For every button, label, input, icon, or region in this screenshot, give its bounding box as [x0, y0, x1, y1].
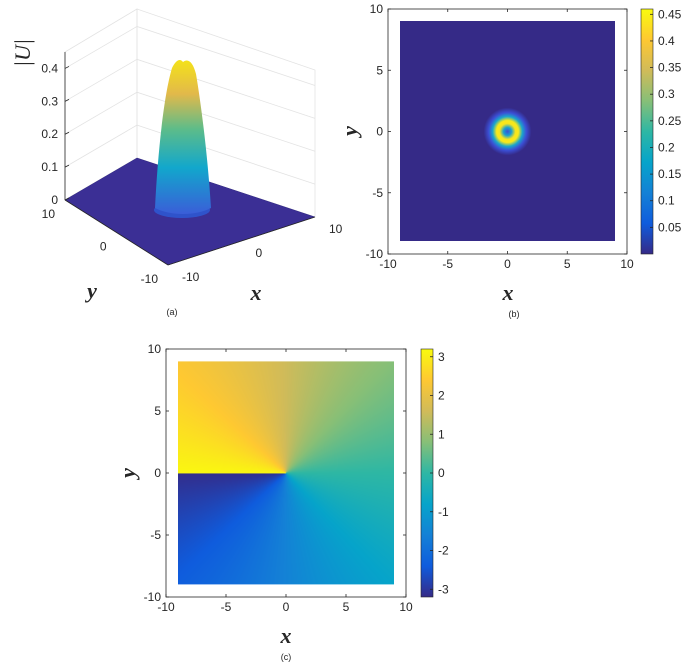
c-colorbar-tick-label: -2: [438, 544, 449, 558]
panel-a-z-tick-label: 0.2: [41, 127, 58, 141]
panel-a-z-gridline: [64, 124, 316, 185]
panel-a-z-ticks: 0 0.1 0.2 0.3 0.4: [41, 61, 70, 207]
panel-a-z-gridline: [64, 58, 316, 119]
panel-a-z-gridline: [64, 91, 316, 152]
panel-c-colorbar-ticks: 3 2 1 0 -1 -2 -3: [430, 350, 449, 596]
panel-a-x-ticks: -10 0 10: [182, 222, 343, 284]
panel-a-z-tick-mark: [64, 131, 70, 135]
panel-a-z-axis-label: |U|: [10, 39, 35, 67]
panel-a-z-label-text: |U|: [10, 39, 35, 67]
panel-a-z-tick-mark: [64, 164, 70, 168]
panel-a-x-axis-label: x: [250, 280, 262, 305]
panel-b-x-ticks: -10 -5 0 5 10: [379, 9, 634, 271]
panel-a-z-tick-label: 0.3: [41, 94, 58, 108]
panel-b-y-axis-label: y: [337, 126, 362, 139]
panel-a-x-axis-line: [167, 216, 316, 266]
b-colorbar-tick-label: 0.25: [658, 114, 682, 128]
panel-b-y-ticks: -10 -5 0 5 10: [366, 2, 627, 261]
b-x-tick-label: 10: [620, 257, 634, 271]
panel-a-y-tick-label: 10: [42, 207, 56, 221]
panel-a-z-tick-label: 0.4: [41, 61, 58, 75]
panel-b-y-label-text: y: [337, 126, 362, 139]
b-colorbar-tick-label: 0.1: [658, 194, 675, 208]
panel-b-ring: [457, 81, 558, 182]
b-y-tick-label: 10: [370, 2, 384, 16]
panel-a-y-tick-label: -10: [141, 272, 159, 286]
c-y-tick-label: 5: [154, 404, 161, 418]
panel-a-x-tick-label: -10: [182, 270, 200, 284]
c-y-tick-label: -5: [150, 528, 161, 542]
b-colorbar-tick-label: 0.2: [658, 140, 675, 154]
c-colorbar-tick-label: 3: [438, 350, 445, 364]
panel-a-z-gridline: [64, 26, 316, 86]
c-y-tick-label: -10: [144, 590, 162, 604]
b-x-tick-label: 0: [504, 257, 511, 271]
b-colorbar-tick-label: 0.35: [658, 61, 682, 75]
b-x-tick-label: -5: [442, 257, 453, 271]
c-x-tick-label: 5: [343, 600, 350, 614]
c-x-tick-label: -5: [221, 600, 232, 614]
panel-a-y-tick-label: 0: [100, 240, 107, 254]
b-colorbar-tick-label: 0.05: [658, 220, 682, 234]
panel-a-z-tick-label: 0: [51, 193, 58, 207]
panel-a-z-tick-mark: [64, 66, 70, 69]
b-colorbar-tick-label: 0.4: [658, 34, 675, 48]
panel-a-z-tick-mark: [64, 98, 70, 102]
c-colorbar-tick-label: 0: [438, 466, 445, 480]
panel-a-z-tick-mark: [64, 197, 70, 201]
c-colorbar-tick-label: 1: [438, 427, 445, 441]
c-colorbar-tick-label: 2: [438, 389, 445, 403]
c-x-tick-label: 0: [283, 600, 290, 614]
c-y-tick-label: 0: [154, 466, 161, 480]
panel-c-y-ticks: -10 -5 0 5 10: [144, 342, 406, 604]
panel-c-x-axis-label: x: [280, 623, 292, 648]
panel-b-x-axis-label: x: [502, 280, 514, 305]
c-colorbar-tick-label: -3: [438, 582, 449, 596]
panel-a-x-tick-label: 0: [256, 246, 263, 260]
panel-a-caption: (a): [167, 307, 178, 317]
b-x-tick-label: 5: [564, 257, 571, 271]
c-x-tick-label: 10: [399, 600, 413, 614]
panel-c-x-ticks: -10 -5 0 5 10: [157, 349, 413, 614]
panel-a-z-tick-label: 0.1: [41, 160, 58, 174]
panel-c-y-label-text: y: [115, 468, 140, 481]
b-colorbar-tick-label: 0.45: [658, 7, 682, 21]
panel-c-y-axis-label: y: [115, 468, 140, 481]
panel-a-y-axis-label: y: [84, 278, 97, 303]
b-y-tick-label: 5: [376, 63, 383, 77]
panel-b-caption: (b): [509, 309, 520, 319]
b-colorbar-tick-label: 0.15: [658, 167, 682, 181]
panel-a-peak-surface: [155, 60, 211, 214]
b-y-tick-label: -10: [366, 247, 384, 261]
panel-c-phase-field: [178, 361, 394, 585]
b-y-tick-label: 0: [376, 125, 383, 139]
panel-a-y-axis-line: [64, 199, 169, 266]
panel-a-x-tick-label: 10: [329, 222, 343, 236]
panel-a-y-ticks: -10 0 10: [42, 207, 159, 286]
c-x-tick-label: -10: [157, 600, 175, 614]
panel-b-colorbar-ticks: 0.05 0.1 0.15 0.2 0.25 0.3 0.35 0.4 0.45: [650, 7, 682, 234]
c-y-tick-label: 10: [148, 342, 162, 356]
c-colorbar-tick-label: -1: [438, 505, 449, 519]
b-y-tick-label: -5: [372, 186, 383, 200]
panel-c-caption: (c): [281, 652, 292, 662]
b-x-tick-label: -10: [379, 257, 397, 271]
panel-b-colorbar: [640, 8, 654, 255]
b-colorbar-tick-label: 0.3: [658, 87, 675, 101]
